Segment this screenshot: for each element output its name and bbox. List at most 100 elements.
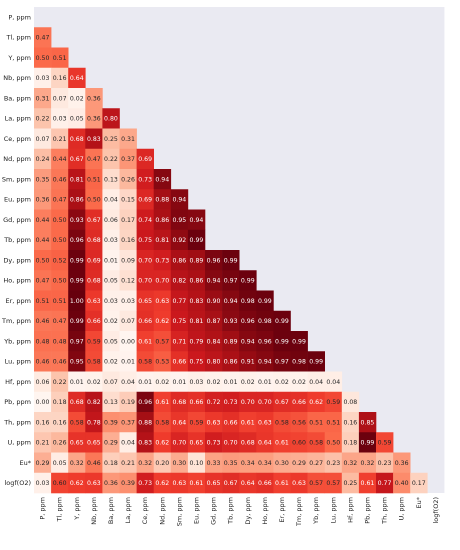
heatmap-cell [410,472,428,494]
heatmap-cell [324,452,343,474]
heatmap-cell [273,351,291,372]
heatmap-cell [119,229,137,251]
y-tick-label: U, ppm [8,439,31,447]
heatmap-cell [68,310,86,332]
heatmap-cell-label: 0.77 [378,480,392,487]
heatmap-cell-label: 0.01 [121,359,135,366]
heatmap-cell [358,412,377,433]
heatmap-cell [222,331,240,352]
heatmap-cell-label: 0.50 [53,217,67,224]
heatmap-cell [51,391,69,413]
heatmap-cell [68,412,86,433]
heatmap-cell [376,452,394,474]
heatmap-cell-label: 0.68 [241,440,255,447]
x-tick-label: Nd, ppm [158,497,166,525]
heatmap-cell [222,452,240,474]
heatmap-cell-label: 0.40 [395,480,409,487]
heatmap-cell [34,250,52,271]
heatmap-cell [85,391,103,413]
heatmap-cell [153,331,172,352]
heatmap-cell [119,472,137,494]
heatmap-cell [85,88,103,109]
heatmap-cell [290,452,308,474]
x-tick-label: Er, ppm [278,497,286,523]
heatmap-cell-label: 0.71 [172,338,186,345]
heatmap-cell-label: 0.02 [87,379,101,386]
heatmap-cell-label: 0.62 [155,480,169,487]
heatmap-cell [153,391,172,413]
heatmap-cell [85,148,103,170]
heatmap-cell-label: 0.07 [36,136,50,143]
heatmap-cell-label: 0.02 [207,379,221,386]
heatmap-cell-label: 0.88 [138,419,152,426]
heatmap-cell [102,209,120,231]
heatmap-cell [136,148,154,170]
heatmap-cell [187,351,206,372]
heatmap-cell [290,391,308,413]
heatmap-cell [273,432,291,453]
heatmap-cell [102,250,120,271]
heatmap-cell-label: 0.61 [275,480,289,487]
heatmap-cell [239,310,257,332]
heatmap-cell [119,371,137,393]
y-tick-label: La, ppm [5,115,31,123]
heatmap-cell-label: 0.58 [70,419,84,426]
heatmap-cell [68,88,86,109]
heatmap-cell-label: 0.70 [258,399,272,406]
heatmap-cell-label: 0.01 [70,379,84,386]
heatmap-cell-label: 0.66 [138,318,152,325]
heatmap-cell [136,472,154,494]
heatmap-cell [307,391,325,413]
heatmap-cell-label: 0.13 [104,176,118,183]
heatmap-cell [273,310,291,332]
heatmap-cell [307,412,325,433]
heatmap-cell [34,148,52,170]
heatmap-cell-label: 0.36 [87,116,101,123]
heatmap-cell [290,472,308,494]
heatmap-cell-label: 0.99 [224,257,238,264]
heatmap-cell-label: 0.93 [224,318,238,325]
heatmap-cell-label: 0.65 [190,440,204,447]
heatmap-cell [85,169,103,190]
heatmap-cell [222,290,240,312]
heatmap-cell [187,391,206,413]
heatmap-cell-label: 0.89 [224,338,238,345]
heatmap-cell [34,27,52,48]
x-tick-label: Gd, ppm [210,497,218,525]
heatmap-cell [187,209,206,231]
heatmap-cell-label: 0.73 [155,257,169,264]
heatmap-cell [153,371,172,393]
heatmap-cell-label: 0.31 [36,95,50,102]
heatmap-cell-label: 0.10 [190,460,204,467]
y-tick-label: Ba, ppm [4,94,31,102]
x-tick-label: P, ppm [39,497,47,520]
heatmap-cell-label: 0.12 [121,278,135,285]
heatmap-cell [170,209,189,231]
heatmap-cell-label: 0.44 [36,217,50,224]
heatmap-cell-label: 0.59 [190,419,204,426]
heatmap-cell [136,189,154,210]
heatmap-cell [187,371,206,393]
heatmap-cell [34,67,52,89]
heatmap-cell-label: 0.99 [241,278,255,285]
heatmap-cell-label: 0.03 [104,237,118,244]
heatmap-cell [205,412,223,433]
heatmap-cell-label: 0.29 [36,460,50,467]
y-tick-label: Nd, ppm [3,155,31,163]
heatmap-cell [34,371,52,393]
heatmap-cell-label: 0.84 [207,338,221,345]
heatmap-cell [119,148,137,170]
heatmap-cell [239,351,257,372]
heatmap-cell [51,148,69,170]
heatmap-cell [136,432,154,453]
heatmap-cell-label: 0.05 [53,460,67,467]
heatmap-cell-label: 0.78 [87,419,101,426]
heatmap-cell [170,331,189,352]
heatmap-cell-label: 0.32 [138,460,152,467]
heatmap-cell-label: 0.67 [70,156,84,163]
heatmap-cell-label: 0.50 [87,197,101,204]
heatmap-cell [170,412,189,433]
heatmap-cell [51,290,69,312]
heatmap-cell [136,310,154,332]
heatmap-cell-label: 0.13 [104,399,118,406]
